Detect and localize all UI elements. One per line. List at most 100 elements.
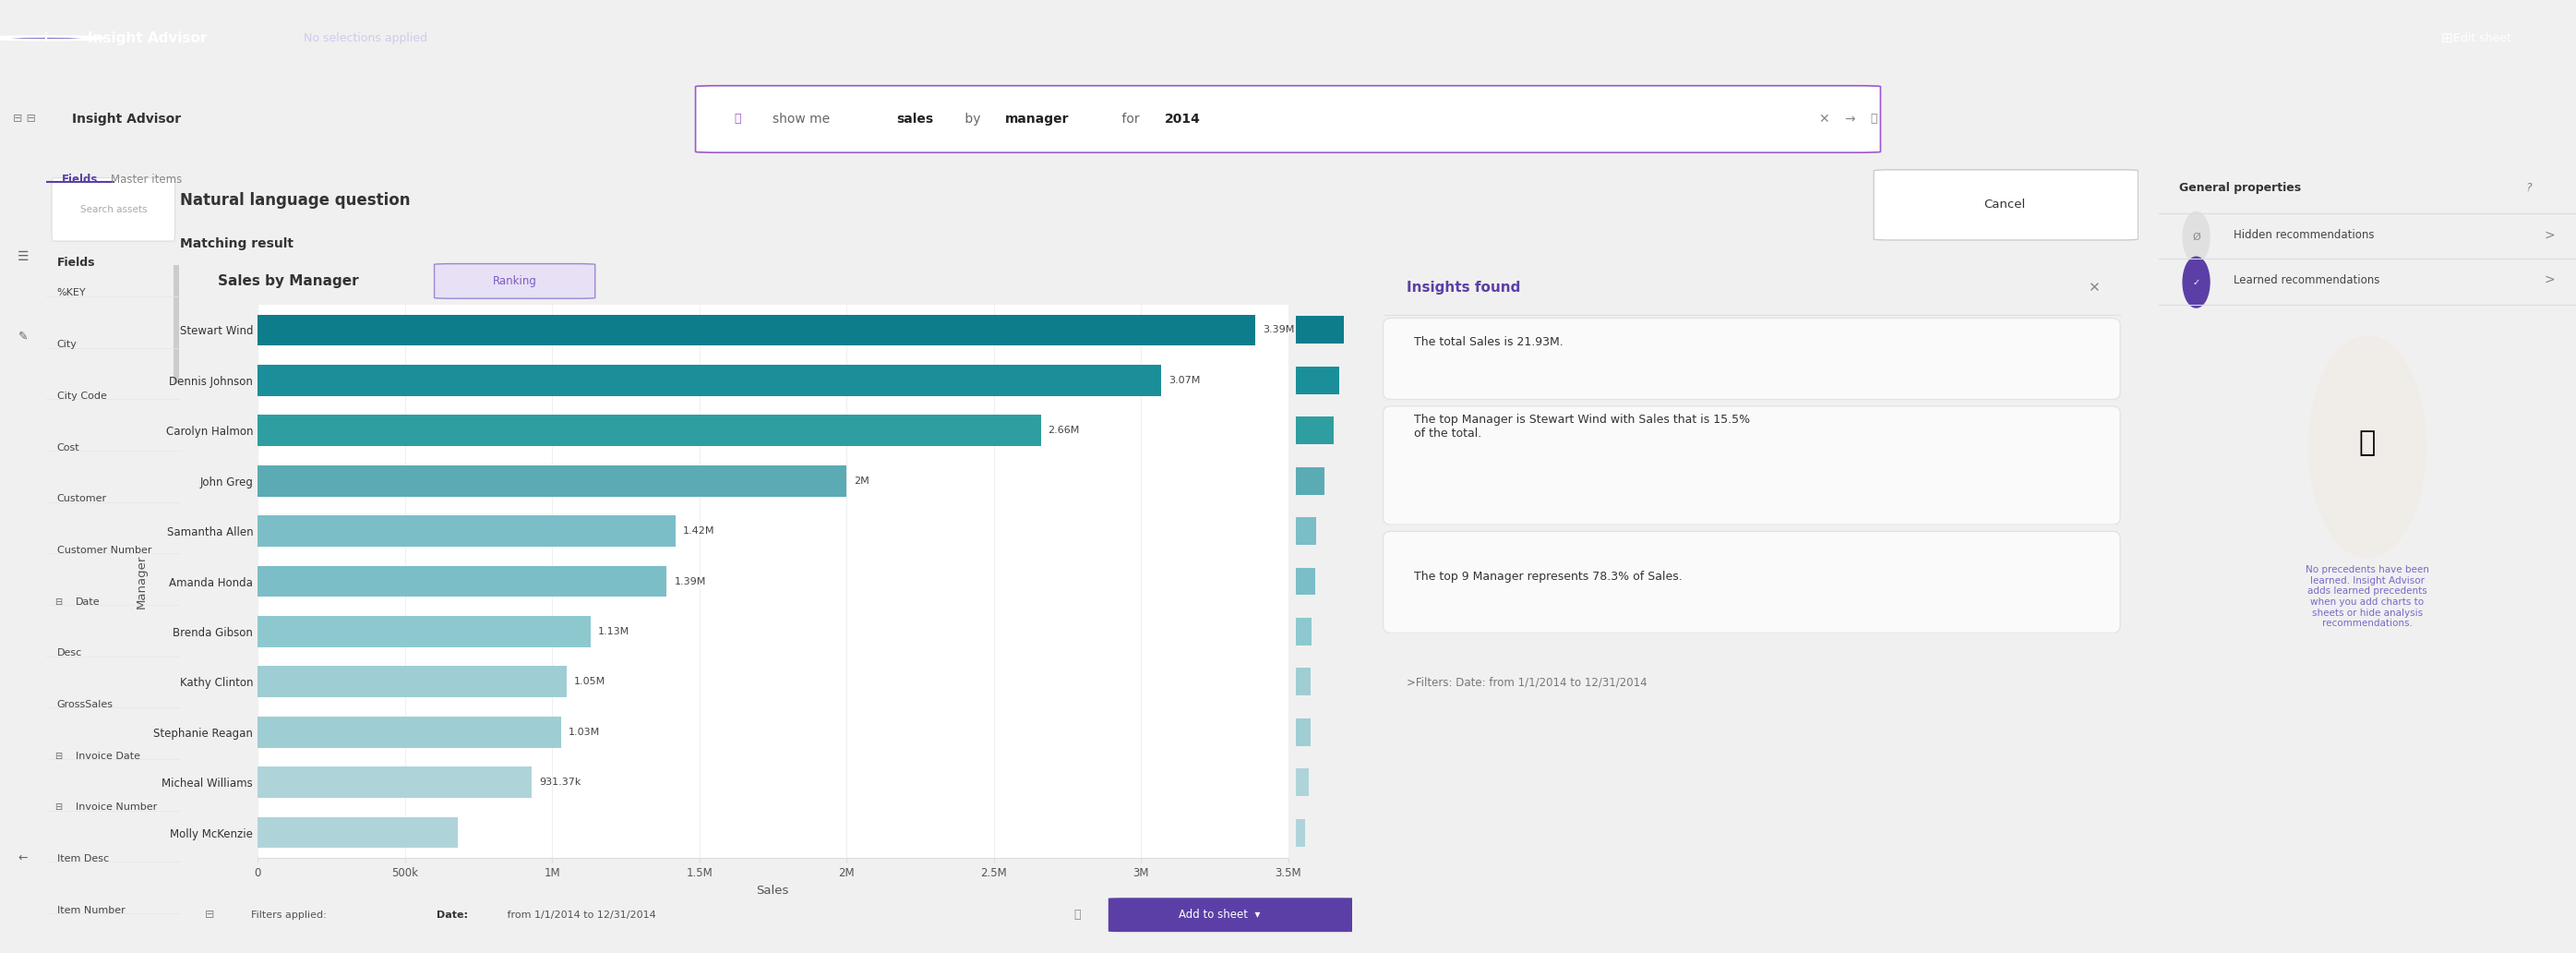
Text: from 1/1/2014 to 12/31/2014: from 1/1/2014 to 12/31/2014 [505,910,657,920]
Text: No selections applied: No selections applied [304,32,428,44]
Text: Search assets: Search assets [80,205,147,214]
Text: ⊟ ⊟: ⊟ ⊟ [13,113,36,125]
Bar [1296,517,1316,545]
Text: 1.13M: 1.13M [598,627,629,637]
Text: Insight Advisor: Insight Advisor [88,31,206,45]
Text: City Code: City Code [57,392,106,400]
Text: Cancel: Cancel [1984,199,2025,211]
Circle shape [2182,257,2210,308]
Bar [1296,467,1324,495]
Text: >: > [2545,274,2555,286]
Text: by: by [961,112,984,126]
Bar [173,265,178,383]
Bar [258,365,1162,395]
Bar [1296,719,1311,746]
Text: Master items: Master items [111,173,183,186]
FancyBboxPatch shape [52,178,175,241]
Bar [258,666,567,698]
Circle shape [0,36,103,40]
Bar [1296,819,1306,846]
Bar [258,516,675,547]
Text: No precedents have been
learned. Insight Advisor
adds learned precedents
when yo: No precedents have been learned. Insight… [2306,565,2429,628]
Text: Date:: Date: [435,910,469,920]
Bar [258,767,531,798]
Bar [1296,416,1334,444]
Text: ⊟: ⊟ [54,802,62,812]
Bar [258,817,459,848]
Text: ☰: ☰ [18,251,28,263]
Text: ⊟: ⊟ [54,751,62,760]
Text: >Filters: Date: from 1/1/2014 to 12/31/2014: >Filters: Date: from 1/1/2014 to 12/31/2… [1406,677,1646,689]
Text: Item Desc: Item Desc [57,854,108,863]
Text: manager: manager [1005,112,1069,126]
Text: The top 9 Manager represents 78.3% of Sales.: The top 9 Manager represents 78.3% of Sa… [1414,571,1682,582]
Text: 🔗: 🔗 [1074,909,1082,921]
Bar [258,566,667,597]
Bar [1296,367,1340,395]
Text: →: → [1844,112,1855,126]
Circle shape [2308,336,2427,558]
Text: show me: show me [773,112,835,126]
Text: Customer: Customer [57,495,108,503]
Text: ←: ← [18,852,28,864]
Text: for: for [1118,112,1144,126]
Text: >: > [2545,229,2555,241]
Text: 2.66M: 2.66M [1048,426,1079,436]
Circle shape [2182,212,2210,262]
Text: ✕: ✕ [2087,281,2099,294]
Bar [1296,768,1309,796]
Bar [258,465,848,497]
Text: Cost: Cost [57,443,80,452]
Text: Learned recommendations: Learned recommendations [2233,274,2380,286]
Text: General properties: General properties [2179,182,2300,193]
Bar [258,616,590,647]
Bar [1296,568,1316,595]
Text: ⊟: ⊟ [206,909,214,921]
Text: Ø: Ø [2192,233,2200,242]
Text: Edit sheet: Edit sheet [2452,32,2512,44]
Text: ✓: ✓ [2192,277,2200,287]
Text: Customer Number: Customer Number [57,546,152,555]
Text: Sales by Manager: Sales by Manager [219,274,358,288]
Text: GrossSales: GrossSales [57,700,113,709]
Bar [258,717,562,748]
Text: Date: Date [75,597,100,606]
Text: 2014: 2014 [1164,112,1200,126]
FancyBboxPatch shape [1108,899,1358,931]
Text: 1.42M: 1.42M [683,526,716,536]
Text: 1.05M: 1.05M [574,678,605,686]
Text: Fields: Fields [62,173,98,186]
X-axis label: Sales: Sales [757,885,788,897]
Text: Item Number: Item Number [57,905,126,915]
Bar [1296,668,1311,696]
Text: Desc: Desc [57,648,82,658]
FancyBboxPatch shape [1873,170,2138,240]
Text: ✎: ✎ [18,330,28,342]
Bar [258,415,1041,446]
Text: ⊞: ⊞ [2439,31,2452,45]
Text: 3.07M: 3.07M [1170,375,1200,385]
Text: Ranking: Ranking [492,275,536,287]
Y-axis label: Manager: Manager [134,555,147,608]
Text: Matching result: Matching result [180,237,294,251]
Text: Add to sheet  ▾: Add to sheet ▾ [1177,909,1260,921]
Text: ⊟: ⊟ [54,597,62,606]
Text: ✕: ✕ [1819,112,1829,126]
Text: 931.37k: 931.37k [538,778,582,787]
Text: sales: sales [896,112,933,126]
Text: 2M: 2M [853,476,868,485]
Text: The total Sales is 21.93M.: The total Sales is 21.93M. [1414,335,1564,348]
Text: The top Manager is Stewart Wind with Sales that is 15.5%
of the total.: The top Manager is Stewart Wind with Sal… [1414,414,1749,439]
Text: 💡: 💡 [2360,430,2375,456]
Text: i: i [44,32,49,44]
Text: Natural language question: Natural language question [180,193,410,209]
Text: 1.39M: 1.39M [675,577,706,586]
Text: 1.03M: 1.03M [569,727,600,737]
Text: %KEY: %KEY [57,289,85,297]
Text: Insights found: Insights found [1406,281,1520,294]
FancyBboxPatch shape [1383,318,2120,399]
Text: 3.39M: 3.39M [1262,326,1296,335]
Text: 🎤: 🎤 [1870,113,1878,125]
FancyBboxPatch shape [1383,532,2120,633]
Bar [1296,618,1311,645]
